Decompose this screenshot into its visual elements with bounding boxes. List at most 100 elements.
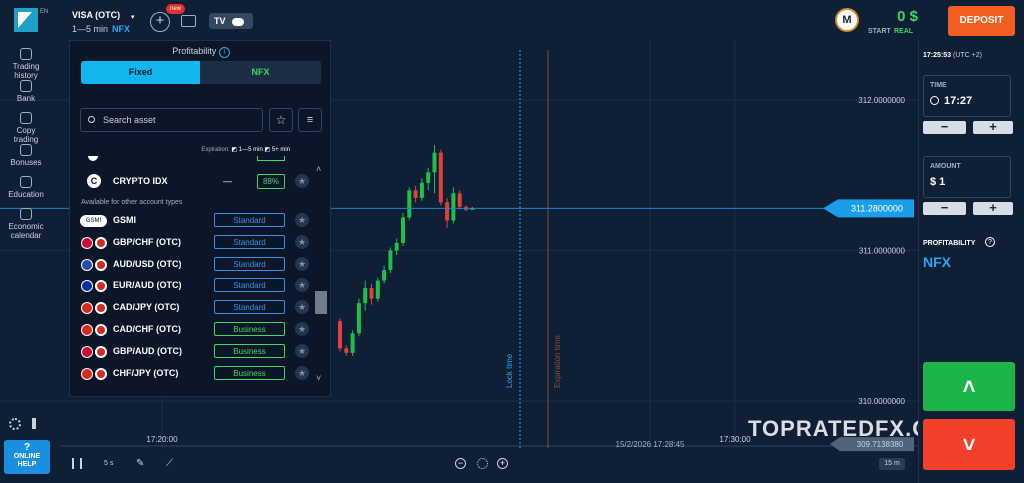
favorite-star[interactable]: ★ xyxy=(295,234,309,249)
sidebar-icon xyxy=(20,112,32,124)
sidebar-item[interactable]: Education xyxy=(0,176,52,199)
account-badge[interactable]: Standard xyxy=(214,213,285,227)
search-input[interactable]: Search asset xyxy=(80,108,263,132)
favorite-star[interactable]: ★ xyxy=(295,300,309,315)
candle-body xyxy=(432,152,437,173)
other-accounts-note: Available for other account types xyxy=(81,199,183,206)
asset-name: AUD/USD (OTC) xyxy=(113,258,182,269)
tradingview-toggle[interactable]: TV xyxy=(209,13,253,29)
zoom-in[interactable]: + xyxy=(497,458,508,469)
deposit-button[interactable]: DEPOSIT xyxy=(948,6,1015,36)
favorite-star[interactable]: ★ xyxy=(295,343,309,358)
asset-name[interactable]: VISA (OTC) xyxy=(72,10,121,20)
tab-nfx[interactable]: NFX xyxy=(200,61,321,84)
sidebar-item[interactable]: Bonuses xyxy=(0,144,52,167)
favorite-star[interactable]: ★ xyxy=(295,256,309,271)
sidebar-label: Education xyxy=(8,190,44,199)
candle-body xyxy=(382,270,387,281)
scroll-up[interactable]: ˄ xyxy=(316,164,322,174)
amount-plus[interactable]: + xyxy=(973,201,1013,215)
favorite-star[interactable]: ★ xyxy=(295,322,309,336)
account-start: START xyxy=(868,28,891,35)
amount-minus[interactable]: − xyxy=(923,201,966,215)
call-button[interactable]: ˄ xyxy=(923,362,1015,411)
profitability-value: NFX xyxy=(923,254,951,270)
time-minus[interactable]: − xyxy=(923,120,966,134)
account-real[interactable]: REAL xyxy=(894,28,914,35)
sidebar-item[interactable]: Copy trading xyxy=(0,112,52,144)
asset-row[interactable]: GBP/CHF (OTC) Standard ★ xyxy=(70,234,332,254)
asset-row[interactable]: GBP/AUD (OTC) Business ★ xyxy=(70,343,332,363)
time-plus[interactable]: + xyxy=(973,120,1013,134)
low-price-label: 309.7138380 xyxy=(857,440,904,449)
sidebar-icon xyxy=(20,144,32,156)
info-icon[interactable]: i xyxy=(218,47,230,58)
favorite-star[interactable]: ★ xyxy=(295,365,309,380)
zoom-out[interactable]: − xyxy=(455,458,466,469)
expiration-option[interactable]: ◩ 1—5 min xyxy=(231,147,263,153)
chart-type-button[interactable] xyxy=(72,458,82,469)
flag-icon xyxy=(81,324,93,336)
amount-value: $ 1 xyxy=(930,176,946,188)
expiration-label: Expiration: xyxy=(201,147,230,153)
settings-button[interactable] xyxy=(9,418,21,430)
asset-row[interactable]: CAD/JPY (OTC) Standard ★ xyxy=(70,299,332,319)
sidebar-item[interactable]: Economic calendar xyxy=(0,208,52,240)
panel-title: Profitability i xyxy=(70,46,332,58)
zoom-reset[interactable] xyxy=(477,458,488,469)
price-tick-label: 310.0000000 xyxy=(858,397,905,406)
account-badge[interactable]: Business xyxy=(214,343,285,358)
asset-name[interactable]: CRYPTO IDX xyxy=(113,176,168,186)
candle-body xyxy=(419,182,424,198)
sound-button[interactable] xyxy=(32,418,42,429)
timeframe[interactable]: 5 s xyxy=(104,460,114,467)
asset-row[interactable]: GSMI GSMI Standard ★ xyxy=(70,212,332,232)
account-badge[interactable]: Standard xyxy=(214,256,285,271)
sidebar-icon xyxy=(20,208,32,220)
asset-icon xyxy=(88,156,98,161)
expiration-filter: Expiration: ◩ 1—5 min ◩ 5+ min xyxy=(150,146,290,153)
account-badge[interactable]: Standard xyxy=(214,278,285,293)
favorite-star[interactable]: ★ xyxy=(295,278,309,293)
candle-body xyxy=(445,202,450,221)
account-badge[interactable]: Standard xyxy=(214,300,285,315)
tab-fixed[interactable]: Fixed xyxy=(81,61,200,84)
logo[interactable] xyxy=(14,8,38,32)
account-badge[interactable]: Business xyxy=(214,365,285,380)
favorite-star[interactable]: ★ xyxy=(295,174,309,188)
amount-label: AMOUNT xyxy=(930,163,961,170)
scrollbar-thumb[interactable] xyxy=(315,291,327,314)
profitability-help[interactable]: ? xyxy=(985,237,995,247)
language[interactable]: EN xyxy=(40,9,49,15)
sidebar-item[interactable]: Bank xyxy=(0,80,52,103)
favorites-filter[interactable]: ☆ xyxy=(269,108,293,132)
account-avatar[interactable]: M xyxy=(835,8,859,32)
online-help[interactable]: ? ONLINE HELP xyxy=(4,440,50,474)
amount-field[interactable]: AMOUNT $ 1 xyxy=(923,156,1011,198)
sort-filter[interactable]: ≡ xyxy=(298,108,322,132)
asset-row[interactable]: CHF/JPY (OTC) Business ★ xyxy=(70,365,332,385)
candle-body xyxy=(438,152,443,203)
asset-row[interactable]: CAD/CHF (OTC) Business ★ xyxy=(70,321,332,341)
asset-row[interactable]: AUD/USD (OTC) Standard ★ xyxy=(70,256,332,276)
time-label: TIME xyxy=(930,82,947,89)
time-field[interactable]: TIME 17:27 xyxy=(923,75,1011,117)
account-badge[interactable]: Standard xyxy=(214,234,285,249)
draw-tool[interactable]: ✎ xyxy=(136,458,145,469)
new-badge: new xyxy=(166,4,186,14)
expiration-option[interactable]: ◩ 5+ min xyxy=(264,147,290,153)
favorite-star[interactable]: ★ xyxy=(295,213,309,227)
asset-row[interactable]: EUR/AUD (OTC) Standard ★ xyxy=(70,277,332,297)
layout-button[interactable] xyxy=(181,15,196,27)
account-badge[interactable]: Business xyxy=(214,322,285,336)
zoom-level[interactable]: 15 m xyxy=(879,458,905,470)
indicators-tool[interactable]: ⟋ xyxy=(166,458,173,469)
scroll-down[interactable]: ˅ xyxy=(316,373,322,383)
sidebar-item[interactable]: Trading history xyxy=(0,48,52,80)
put-button[interactable]: ˅ xyxy=(923,419,1015,470)
current-price-tag xyxy=(823,199,914,218)
asset-name: CHF/JPY (OTC) xyxy=(113,367,179,378)
add-chart[interactable]: + xyxy=(150,12,170,32)
asset-caret[interactable]: ▾ xyxy=(131,14,135,21)
asset-name: GSMI xyxy=(113,215,137,225)
